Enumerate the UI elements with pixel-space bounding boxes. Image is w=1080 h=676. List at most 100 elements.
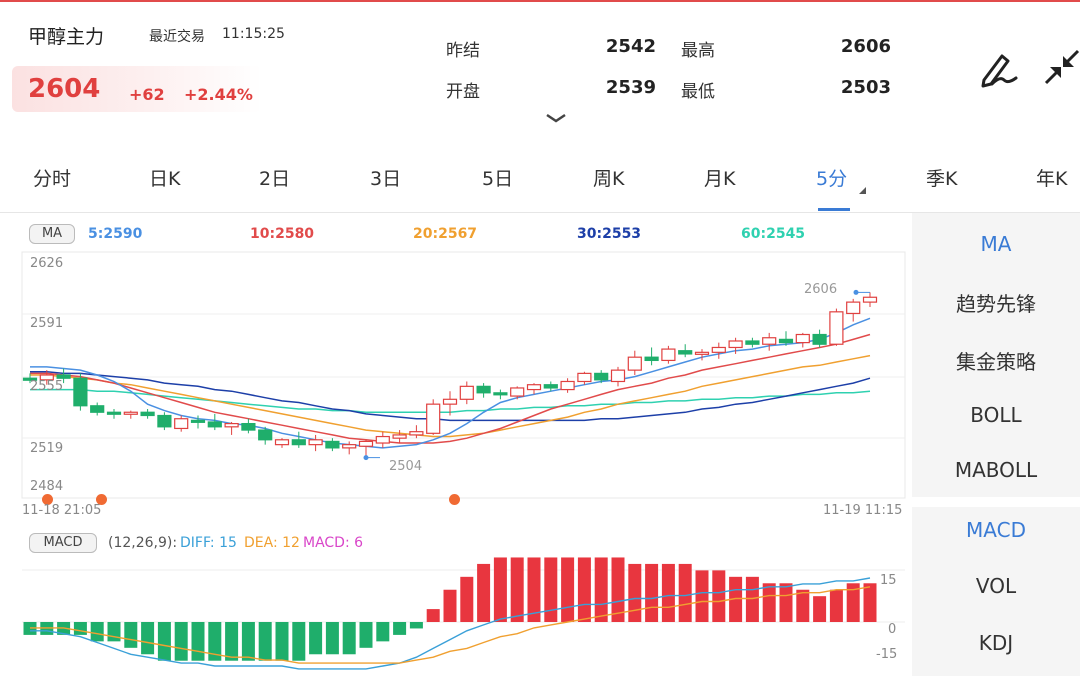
candle-down <box>594 372 609 381</box>
contract-title: 甲醇主力 <box>28 26 105 48</box>
collapse-arrows-icon[interactable] <box>1044 48 1080 86</box>
indicator-fund-strategy[interactable]: 集金策略 <box>956 350 1036 374</box>
ma10-value: 10:2580 <box>250 226 315 242</box>
candle-down <box>73 377 88 407</box>
macd-chip[interactable]: MACD <box>29 533 97 553</box>
macd-bar-pos <box>729 576 743 622</box>
last-price: 2604 <box>28 74 101 104</box>
indicator-boll[interactable]: BOLL <box>970 403 1022 427</box>
macd-bar-pos <box>695 570 709 622</box>
macd-tick-top: 15 <box>880 573 897 588</box>
top-accent-line <box>0 0 1080 2</box>
candle-up <box>711 346 726 353</box>
macd-bar-pos <box>493 557 507 622</box>
macd-diff-line <box>30 577 871 670</box>
candle-down <box>207 421 222 428</box>
kline-chart[interactable] <box>0 0 910 676</box>
candle-up <box>358 440 374 447</box>
candle-up <box>762 337 777 345</box>
trade-time: 11:15:25 <box>222 26 285 42</box>
candle-down <box>678 350 693 355</box>
tab-fenshi[interactable]: 分时 <box>33 168 72 190</box>
tab-week-k[interactable]: 周K <box>593 168 625 190</box>
ma30-line <box>30 371 871 422</box>
ma-chip[interactable]: MA <box>29 224 75 244</box>
macd-chart[interactable] <box>0 0 910 676</box>
macd-bar-pos <box>561 557 575 622</box>
indicator-kdj[interactable]: KDJ <box>978 631 1014 655</box>
event-dot[interactable] <box>96 494 107 505</box>
candle-up <box>577 372 592 383</box>
candle-down <box>644 356 659 362</box>
tab-3day[interactable]: 3日 <box>370 168 402 190</box>
high-label: 最高 <box>681 41 715 61</box>
event-dot[interactable] <box>449 494 460 505</box>
draw-pen-icon[interactable] <box>978 50 1018 88</box>
macd-bar-neg <box>225 622 239 661</box>
macd-bar-pos <box>577 557 591 622</box>
candle-up <box>426 403 441 434</box>
candle-down <box>241 422 256 431</box>
macd-bar-pos <box>594 557 608 622</box>
low-marker-dot <box>363 455 369 461</box>
tab-season-k[interactable]: 季K <box>926 168 958 190</box>
macd-bar-pos <box>426 609 440 622</box>
candle-up <box>526 384 542 391</box>
candle-up <box>795 333 810 344</box>
indicator-ma[interactable]: MA <box>980 232 1012 256</box>
price-highlight <box>12 66 262 112</box>
candle-up <box>409 431 424 436</box>
candle-down <box>106 411 122 415</box>
macd-bar-pos <box>829 589 843 622</box>
macd-params: (12,26,9): <box>108 535 178 551</box>
candle-down <box>291 439 306 446</box>
macd-bar-neg <box>141 622 155 655</box>
candle-up <box>560 380 575 391</box>
kline-frame <box>21 251 906 499</box>
candle-up <box>39 374 54 381</box>
tab-2day[interactable]: 2日 <box>259 168 291 190</box>
indicator-macd[interactable]: MACD <box>966 518 1026 542</box>
candle-up <box>610 369 626 383</box>
ma20-line <box>30 354 871 438</box>
macd-bar-neg <box>292 622 306 661</box>
chevron-down-icon[interactable] <box>545 112 567 124</box>
recent-trade-label: 最近交易 <box>149 29 205 45</box>
prev-settle-value: 2542 <box>605 36 656 57</box>
candle-up <box>308 439 323 446</box>
candle-down <box>90 405 105 413</box>
candle-up <box>846 301 861 315</box>
tab-month-k[interactable]: 月K <box>704 168 736 190</box>
price-tick-4: 2519 <box>30 441 64 456</box>
candle-up <box>392 434 407 439</box>
tab-year-k[interactable]: 年K <box>1036 168 1068 190</box>
macd-bar-neg <box>208 622 222 661</box>
candle-up <box>442 398 458 405</box>
price-change-pct: +2.44% <box>184 85 253 104</box>
candle-up <box>375 435 390 444</box>
tab-divider <box>0 212 1080 213</box>
tab-dropdown-triangle-icon[interactable] <box>859 187 866 194</box>
event-dot[interactable] <box>42 494 53 505</box>
tab-day-k[interactable]: 日K <box>149 168 181 190</box>
candle-down <box>140 411 155 417</box>
candle-up <box>862 296 878 303</box>
macd-bar-pos <box>846 583 860 622</box>
macd-bar-pos <box>510 557 524 622</box>
price-tick-5: 2484 <box>30 479 64 494</box>
macd-bar-pos <box>477 563 491 622</box>
tab-5day[interactable]: 5日 <box>482 168 514 190</box>
macd-bar-pos <box>611 557 625 622</box>
macd-tick-bottom: -15 <box>876 647 898 662</box>
tab-5min[interactable]: 5分 <box>816 168 848 190</box>
indicator-trend-pioneer[interactable]: 趋势先锋 <box>956 292 1036 316</box>
candle-down <box>56 374 71 379</box>
indicator-vol[interactable]: VOL <box>975 574 1017 598</box>
indicator-maboll[interactable]: MABOLL <box>954 458 1038 482</box>
high-value: 2606 <box>840 36 891 57</box>
macd-bar-pos <box>443 589 457 622</box>
macd-bar-neg <box>393 622 407 635</box>
macd-dea-line <box>30 586 871 664</box>
macd-bar-pos <box>678 563 692 622</box>
macd-bar-neg <box>359 622 373 648</box>
